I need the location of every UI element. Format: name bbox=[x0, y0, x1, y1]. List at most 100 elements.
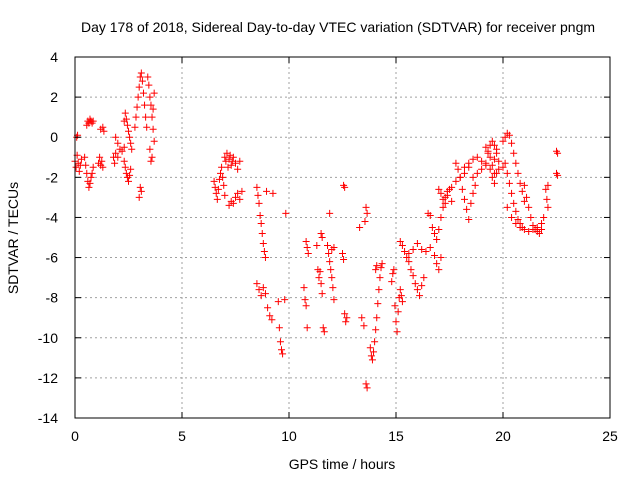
data-point bbox=[409, 272, 417, 280]
data-point bbox=[147, 101, 155, 109]
data-point bbox=[366, 344, 374, 352]
data-point bbox=[276, 338, 284, 346]
data-point bbox=[82, 161, 90, 169]
data-point bbox=[443, 191, 451, 199]
series-arc-ad bbox=[499, 129, 528, 205]
data-point bbox=[428, 223, 436, 231]
data-point bbox=[125, 127, 132, 135]
data-point bbox=[100, 127, 108, 135]
data-point bbox=[441, 199, 449, 207]
data-point bbox=[413, 286, 421, 294]
data-point bbox=[342, 318, 350, 326]
data-point bbox=[229, 199, 237, 207]
data-point bbox=[278, 346, 286, 354]
y-tick-label: -10 bbox=[38, 330, 58, 346]
data-point bbox=[516, 223, 524, 231]
data-point bbox=[413, 240, 421, 248]
data-point bbox=[431, 252, 439, 260]
data-point bbox=[482, 159, 490, 167]
data-point bbox=[501, 159, 509, 167]
data-point bbox=[149, 105, 157, 113]
data-point bbox=[220, 181, 228, 189]
data-point bbox=[493, 145, 501, 153]
data-point bbox=[505, 131, 513, 139]
data-point bbox=[127, 165, 135, 173]
data-point bbox=[405, 250, 413, 258]
data-point bbox=[405, 258, 413, 266]
data-point bbox=[363, 209, 371, 217]
data-point bbox=[418, 246, 426, 254]
data-point bbox=[486, 165, 494, 173]
data-point bbox=[465, 215, 473, 223]
data-point bbox=[257, 292, 265, 300]
data-point bbox=[523, 193, 531, 201]
data-point bbox=[225, 201, 233, 209]
data-point bbox=[221, 191, 229, 199]
data-point bbox=[126, 133, 134, 141]
data-point bbox=[258, 229, 266, 237]
data-point bbox=[407, 266, 415, 274]
data-point bbox=[138, 77, 146, 85]
data-point bbox=[327, 266, 335, 274]
data-point bbox=[257, 219, 265, 227]
data-point bbox=[488, 161, 496, 169]
data-point bbox=[426, 244, 434, 252]
series-arc-n bbox=[274, 209, 290, 358]
data-point bbox=[361, 217, 369, 225]
data-point bbox=[392, 318, 400, 326]
data-point bbox=[325, 250, 333, 258]
data-point bbox=[316, 268, 324, 276]
data-point bbox=[266, 312, 274, 320]
data-point bbox=[484, 147, 492, 155]
data-point bbox=[478, 157, 486, 165]
data-point bbox=[75, 167, 83, 175]
data-point bbox=[363, 384, 371, 392]
data-point bbox=[389, 270, 397, 278]
data-point bbox=[460, 163, 468, 171]
data-point bbox=[315, 274, 323, 282]
data-point bbox=[482, 143, 490, 151]
data-point bbox=[501, 133, 509, 141]
data-point bbox=[396, 238, 404, 246]
data-point bbox=[341, 310, 349, 318]
data-point bbox=[471, 181, 479, 189]
data-point bbox=[89, 117, 97, 125]
data-point bbox=[376, 274, 384, 282]
data-point bbox=[373, 314, 381, 322]
series-arc-f bbox=[120, 109, 136, 185]
data-point bbox=[469, 173, 477, 181]
axis-ticks bbox=[74, 56, 611, 419]
data-point bbox=[253, 280, 261, 288]
data-point bbox=[317, 280, 325, 288]
y-tick-label: -6 bbox=[46, 250, 59, 266]
data-point bbox=[255, 286, 263, 294]
data-point bbox=[112, 149, 120, 157]
series-arc-i bbox=[210, 163, 229, 203]
data-point bbox=[465, 159, 473, 167]
data-point bbox=[318, 290, 326, 298]
data-point bbox=[118, 147, 126, 155]
data-point bbox=[134, 93, 142, 101]
data-point bbox=[282, 209, 290, 217]
data-point bbox=[378, 260, 386, 268]
data-point bbox=[426, 211, 434, 219]
data-point bbox=[142, 113, 150, 121]
series-arc-q bbox=[324, 209, 338, 304]
data-point bbox=[360, 322, 368, 330]
data-point bbox=[125, 177, 132, 185]
data-point bbox=[111, 159, 119, 167]
data-point bbox=[512, 219, 520, 227]
data-point bbox=[358, 314, 366, 322]
data-point bbox=[227, 161, 235, 169]
data-point bbox=[433, 236, 441, 244]
data-point bbox=[121, 163, 129, 171]
data-point bbox=[300, 284, 308, 292]
data-point bbox=[326, 209, 334, 217]
data-point bbox=[218, 163, 226, 171]
plot-frame bbox=[74, 56, 611, 419]
data-point bbox=[367, 352, 375, 360]
data-point bbox=[368, 356, 376, 364]
data-point bbox=[411, 280, 419, 288]
data-point bbox=[259, 240, 267, 248]
data-point bbox=[520, 181, 528, 189]
